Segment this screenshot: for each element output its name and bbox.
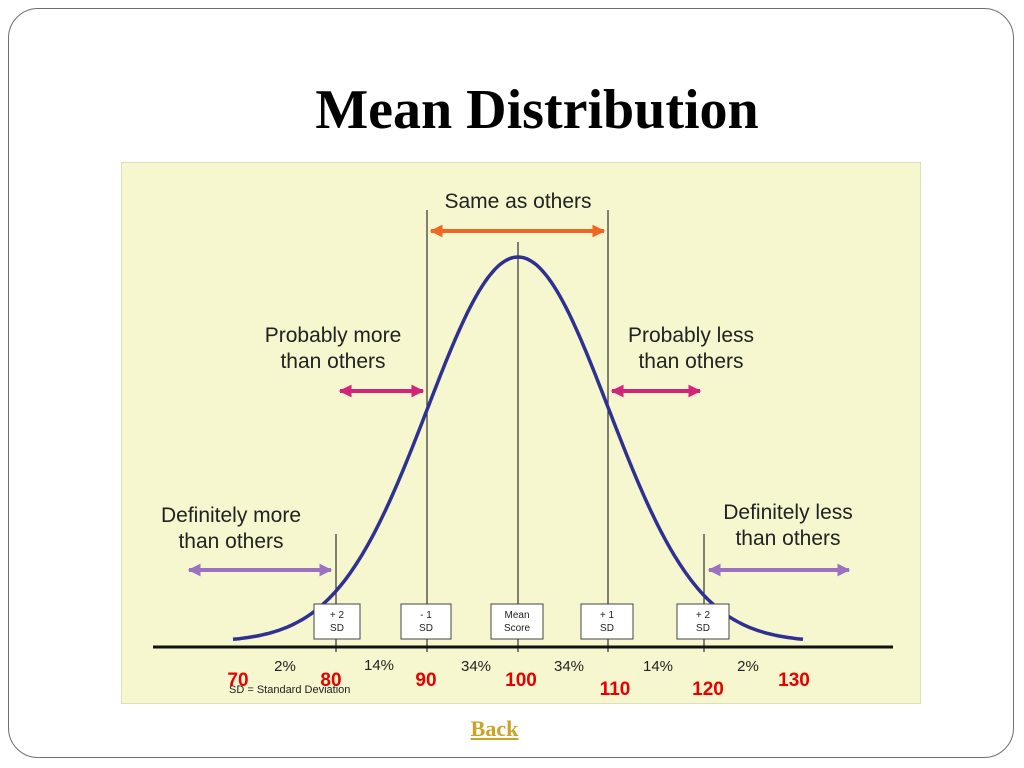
distribution-diagram: Same as others Probably more than others… (121, 162, 921, 704)
mean-score-box: Mean Score (490, 603, 544, 640)
prob-more-label-1: Probably more (265, 324, 402, 347)
percent-label: 34% (554, 658, 584, 675)
same-label: Same as others (444, 190, 591, 213)
score-label: 130 (778, 670, 810, 691)
def-less-label-1: Definitely less (723, 501, 853, 524)
percent-label: 14% (364, 657, 394, 674)
prob-less-label-1: Probably less (628, 324, 754, 347)
svg-text:SD: SD (419, 623, 433, 634)
bell-curve (232, 255, 804, 642)
svg-text:Score: Score (504, 623, 531, 634)
percent-label: 14% (643, 658, 673, 675)
diagram-svg: Same as others Probably more than others… (121, 162, 921, 704)
slide-title: Mean Distribution (315, 79, 759, 141)
prob-more-label-2: than others (280, 350, 385, 373)
svg-text:Mean: Mean (504, 610, 529, 621)
sd-box-plus2: + 2 SD (676, 603, 730, 640)
svg-text:+ 2: + 2 (696, 610, 711, 621)
score-label: 120 (692, 679, 724, 700)
prob-less-label-2: than others (638, 350, 743, 373)
sd-footnote: SD = Standard Deviation (229, 684, 350, 696)
def-more-label-2: than others (178, 530, 283, 553)
svg-text:+ 1: + 1 (600, 610, 615, 621)
back-link[interactable]: Back (470, 716, 519, 741)
def-less-label-2: than others (735, 527, 840, 550)
score-label: 80 (320, 670, 341, 691)
svg-text:- 1: - 1 (420, 610, 432, 621)
percent-label: 2% (274, 658, 296, 675)
def-more-label-1: Definitely more (161, 504, 301, 527)
svg-text:SD: SD (696, 623, 710, 634)
sd-box-minus1: - 1 SD (400, 603, 452, 640)
svg-text:SD: SD (330, 623, 344, 634)
score-label: 110 (600, 679, 631, 700)
sd-box-plus1: + 1 SD (580, 603, 634, 640)
score-label: 90 (415, 670, 436, 691)
sd-box-minus2: + 2 SD (313, 603, 361, 640)
score-label: 70 (227, 670, 248, 691)
score-label: 100 (505, 670, 537, 691)
svg-text:SD: SD (600, 623, 614, 634)
percent-label: 2% (737, 658, 759, 675)
percent-label: 34% (461, 658, 491, 675)
svg-text:+ 2: + 2 (330, 610, 345, 621)
